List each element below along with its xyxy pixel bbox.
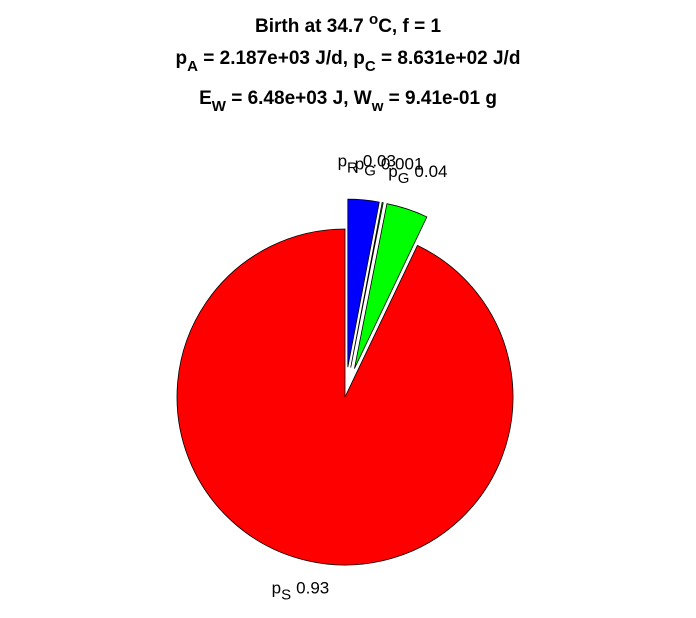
title-text: p (176, 48, 188, 69)
title-text: C (365, 58, 376, 75)
slice-subscript: R (347, 159, 358, 176)
slice-name: p (338, 151, 347, 170)
slice-subscript: S (281, 587, 291, 604)
slice-subscript: G (398, 170, 410, 187)
title-text: = 6.48e+03 J, W (226, 88, 372, 109)
pie-slice (176, 228, 514, 566)
chart-title: Birth at 34.7 oC, f = 1 (255, 11, 441, 37)
title-text: Birth at 34.7 (255, 16, 369, 37)
title-text: E (199, 88, 212, 109)
slice-name: p (388, 162, 397, 181)
slice-name: p (355, 155, 364, 174)
title-text: = 8.631e+02 J/d (376, 48, 521, 69)
title-text: w (371, 98, 384, 115)
title-text: C, f = 1 (378, 16, 441, 37)
slice-value: 0.04 (414, 162, 447, 181)
title-text: W (212, 98, 227, 115)
slice-label: pG 0.001 (355, 155, 424, 180)
slice-value: 0.03 (363, 151, 396, 170)
pie-slice (347, 198, 380, 368)
slice-value: 0.93 (296, 579, 329, 598)
pie-slice (350, 202, 384, 368)
title-text: = 2.187e+03 J/d, p (198, 48, 365, 69)
slice-label: pR 0.03 (338, 151, 396, 176)
slice-subscript: G (364, 163, 376, 180)
chart-title: pA = 2.187e+03 J/d, pC = 8.631e+02 J/d (176, 48, 521, 75)
chart-title: EW = 6.48e+03 J, Ww = 9.41e-01 g (199, 88, 497, 115)
slice-name: p (272, 579, 281, 598)
slice-label: pS 0.93 (272, 579, 330, 604)
slice-value: 0.001 (381, 155, 424, 174)
title-text: o (369, 11, 378, 28)
title-text: = 9.41e-01 g (383, 88, 497, 109)
pie-slice (354, 203, 428, 369)
slice-label: pG 0.04 (388, 162, 447, 187)
title-text: A (187, 58, 198, 75)
